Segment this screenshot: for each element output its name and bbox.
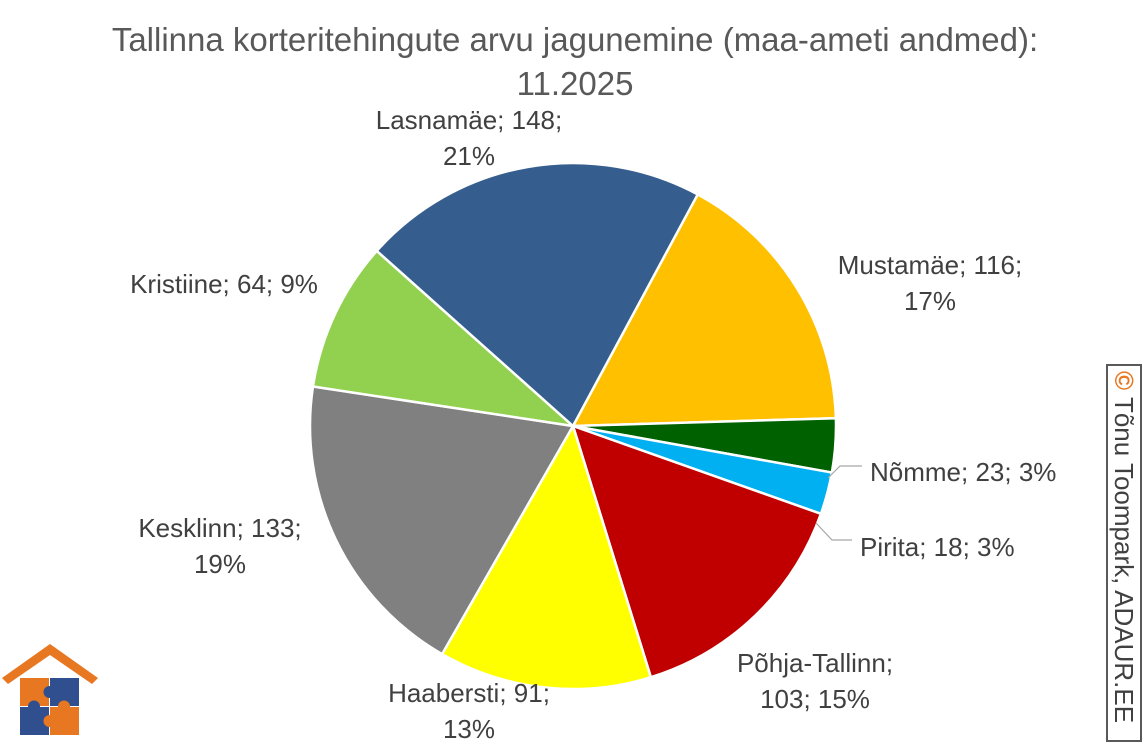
data-label: Kesklinn; 133; 19%	[138, 513, 301, 579]
pie-slice-haabersti	[440, 422, 653, 691]
data-label: Nõmme; 23; 3%	[870, 457, 1056, 487]
leader-line	[815, 522, 852, 541]
pie-slice-mustamäe	[570, 192, 838, 428]
copyright-watermark: © Tõnu Toompark, ADAUR.EE	[1109, 371, 1139, 723]
pie-slice-põhja-tallinn	[571, 423, 823, 679]
watermark-author: Tõnu Toompark, ADAUR.EE	[1109, 396, 1139, 724]
chart-title: Tallinna korteritehingute arvu jagunemin…	[111, 21, 1039, 102]
leader-line	[827, 465, 862, 479]
watermark-frame	[1106, 364, 1142, 742]
copyright-icon: ©	[1109, 371, 1139, 391]
data-label: Haabersti; 91; 13%	[388, 678, 550, 744]
house-puzzle-logo-icon	[2, 644, 98, 735]
pie-slice-lasnamäe	[375, 161, 700, 428]
pie-slice-kristiine	[311, 249, 577, 428]
data-label: Kristiine; 64; 9%	[130, 269, 318, 299]
data-label: Lasnamäe; 148; 21%	[376, 105, 562, 171]
pie-slice-kesklinn	[308, 385, 575, 656]
data-label: Mustamäe; 116; 17%	[838, 250, 1023, 316]
data-label: Pirita; 18; 3%	[860, 532, 1015, 562]
data-label: Põhja-Tallinn; 103; 15%	[737, 648, 893, 714]
